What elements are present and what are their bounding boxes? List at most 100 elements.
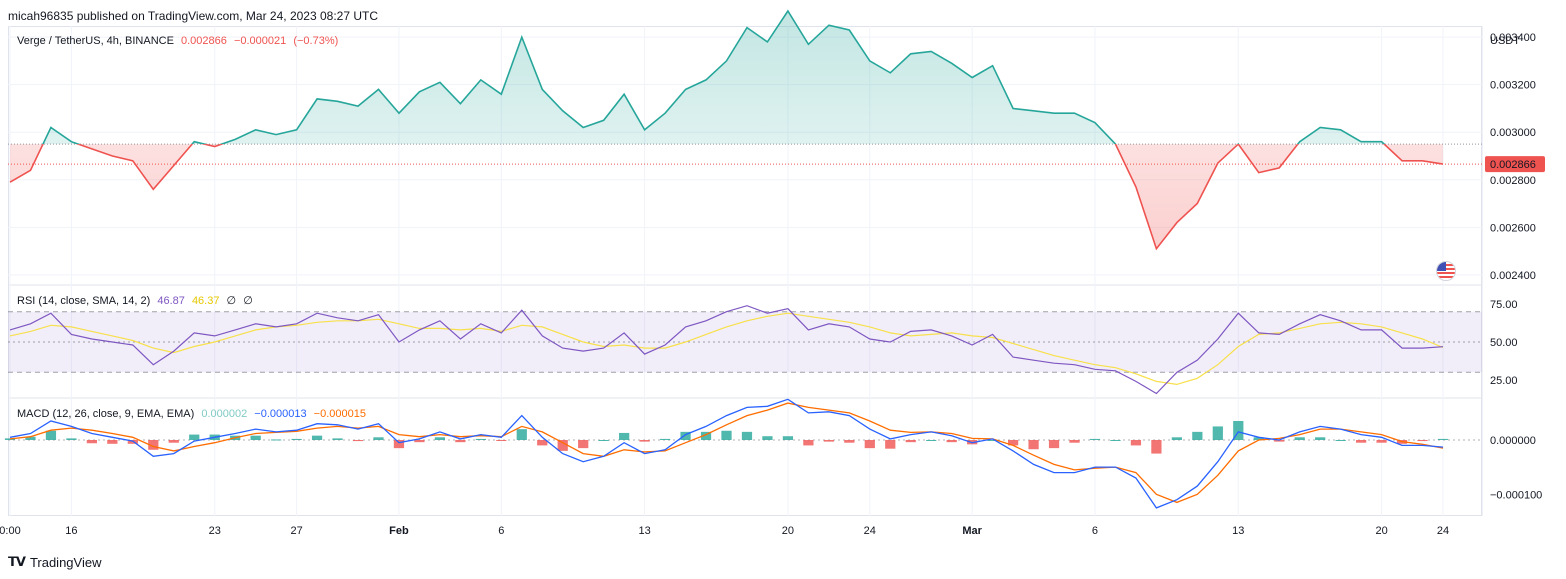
macd-histogram-bar <box>659 438 671 440</box>
macd-histogram-bar <box>1417 440 1428 442</box>
macd-histogram-bar <box>1130 440 1142 446</box>
macd-histogram-bar <box>721 430 732 440</box>
us-flag-icon[interactable] <box>1436 261 1456 281</box>
macd-histogram-bar <box>4 438 16 440</box>
macd-histogram-bar <box>271 439 282 441</box>
macd-histogram-bar <box>741 431 753 440</box>
macd-histogram-bar <box>1007 440 1019 446</box>
macd-histogram-bar <box>332 438 343 440</box>
x-tick-label: Feb <box>389 525 409 537</box>
x-tick-label: 6 <box>1092 525 1098 537</box>
x-tick-label: 20 <box>782 525 794 537</box>
macd-histogram-bar <box>414 440 425 443</box>
macd-histogram-bar <box>1212 426 1223 440</box>
x-tick-label: 23 <box>209 525 221 537</box>
macd-tick-label: 0.000000 <box>1490 435 1536 447</box>
price-symbol[interactable]: Verge / TetherUS, 4h, BINANCE <box>17 35 174 47</box>
macd-histogram-bar <box>393 440 405 449</box>
macd-histogram-bar <box>946 440 957 443</box>
x-tick-label: 24 <box>1437 525 1449 537</box>
macd-histogram-bar <box>680 431 691 440</box>
macd-histogram-bar <box>1069 440 1080 443</box>
current-price-label: 0.002866 <box>1490 159 1536 171</box>
macd-tick-label: −0.000100 <box>1490 489 1542 501</box>
price-tick-label: 0.003200 <box>1490 80 1536 92</box>
macd-histogram-bar <box>803 440 814 446</box>
x-tick-label: 13 <box>1232 525 1244 537</box>
macd-histogram-bar <box>373 437 384 440</box>
macd-histogram-bar <box>189 434 200 440</box>
tradingview-logo-icon: 𝗧𝗩 <box>8 554 26 569</box>
macd-signal-value: −0.000015 <box>313 408 366 420</box>
x-tick-label: 6 <box>498 525 504 537</box>
macd-histogram-bar <box>639 440 650 442</box>
macd-histogram-bar <box>844 440 855 443</box>
macd-histogram-bar <box>66 438 77 440</box>
macd-signal-line <box>9 402 1444 504</box>
macd-hist-value: 0.000002 <box>201 408 248 420</box>
rsi-ma-value: 46.37 <box>191 295 220 307</box>
price-tick-label: 0.002800 <box>1490 175 1536 187</box>
macd-histogram-bar <box>148 440 159 450</box>
macd-histogram-bar <box>619 432 630 440</box>
rsi-legend: RSI (14, close, SMA, 14, 2) 46.87 46.37 … <box>17 294 257 307</box>
macd-histogram-bar <box>1171 437 1182 440</box>
macd-histogram-bar <box>475 438 486 440</box>
rsi-name[interactable]: RSI (14, close, SMA, 14, 2) <box>17 295 151 307</box>
macd-histogram-bar <box>700 431 712 440</box>
price-tick-label: 0.003400 <box>1490 32 1536 44</box>
price-tick-label: 0.002600 <box>1490 222 1536 234</box>
macd-name[interactable]: MACD (12, 26, close, 9, EMA, EMA) <box>17 408 195 420</box>
macd-histogram-bar <box>864 440 875 449</box>
price-tick-label: 0.003000 <box>1490 127 1536 139</box>
rsi-ma-line <box>9 312 1444 386</box>
x-tick-label: 24 <box>864 525 876 537</box>
rsi-tick-label: 75.00 <box>1490 299 1518 311</box>
macd-histogram-bar <box>823 440 834 442</box>
x-tick-label: 0:00 <box>0 525 21 537</box>
price-area-up <box>10 11 1443 145</box>
macd-histogram-bar <box>1315 437 1326 440</box>
macd-value: −0.000013 <box>254 408 307 420</box>
macd-histogram-bar <box>45 430 57 440</box>
macd-histogram-bar <box>1048 440 1060 449</box>
rsi-tick-label: 25.00 <box>1490 375 1518 387</box>
x-tick-label: Mar <box>962 525 982 537</box>
macd-line <box>9 398 1444 509</box>
macd-histogram-bar <box>455 440 466 443</box>
macd-histogram-bar <box>1110 440 1121 441</box>
macd-histogram-bar <box>1294 437 1305 440</box>
x-tick-label: 27 <box>290 525 302 537</box>
price-axis-unit: USDT <box>1490 35 1520 47</box>
macd-histogram-bar <box>1028 440 1039 450</box>
macd-histogram-bar <box>537 440 548 446</box>
macd-histogram-bar <box>885 440 896 449</box>
x-tick-label: 20 <box>1375 525 1387 537</box>
macd-histogram-bar <box>1233 421 1244 440</box>
macd-histogram-bar <box>762 436 773 440</box>
publisher-line: micah96835 published on TradingView.com,… <box>8 9 379 23</box>
macd-histogram-bar <box>782 436 794 440</box>
macd-histogram-bar <box>496 440 507 441</box>
price-line-up <box>42 9 1386 145</box>
macd-histogram-bar <box>1335 440 1346 441</box>
rsi-v2: ∅ <box>243 295 253 307</box>
macd-histogram-bar <box>311 435 323 440</box>
macd-histogram-bar <box>168 440 179 443</box>
macd-histogram-bar <box>557 440 568 451</box>
price-tick-label: 0.002400 <box>1490 270 1536 282</box>
rsi-v1: ∅ <box>226 295 237 307</box>
macd-histogram-bar <box>926 440 937 441</box>
macd-histogram-bar <box>86 440 98 444</box>
macd-histogram-bar <box>434 437 446 440</box>
macd-histogram-bar <box>1089 438 1101 440</box>
footer-brand[interactable]: TradingView <box>29 554 102 570</box>
macd-histogram-bar <box>291 438 302 440</box>
price-area-down <box>10 144 1443 249</box>
macd-histogram-bar <box>1274 440 1285 442</box>
macd-histogram-bar <box>578 440 589 449</box>
price-legend: Verge / TetherUS, 4h, BINANCE 0.002866 −… <box>17 35 342 47</box>
price-line-down <box>9 144 1444 251</box>
price-change: −0.000021 <box>233 35 287 47</box>
